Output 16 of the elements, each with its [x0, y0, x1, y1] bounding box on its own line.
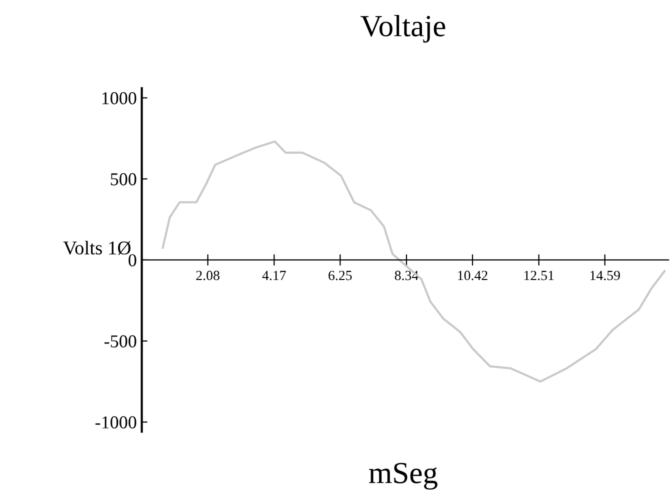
- x-tick-label: 2.08: [196, 270, 220, 280]
- x-tick-label: 12.51: [524, 270, 554, 280]
- x-tick-label: 6.25: [328, 270, 352, 280]
- y-tick-label: -500: [104, 335, 136, 348]
- y-tick-label: 0: [128, 254, 136, 266]
- x-tick-label: 4.17: [262, 270, 286, 280]
- y-axis-title: Volts 1Ø: [63, 240, 130, 255]
- chart-title: Voltaje: [360, 14, 446, 43]
- x-tick-label: 10.42: [458, 270, 488, 280]
- x-tick-label: 8.34: [394, 270, 418, 280]
- y-tick-label: -1000: [95, 416, 136, 428]
- y-tick-label: 1000: [102, 92, 136, 104]
- x-axis-title: mSeg: [369, 462, 438, 490]
- x-tick-label: 14.59: [590, 270, 620, 280]
- y-tick-label: 500: [110, 173, 136, 186]
- line-series: [162, 140, 666, 383]
